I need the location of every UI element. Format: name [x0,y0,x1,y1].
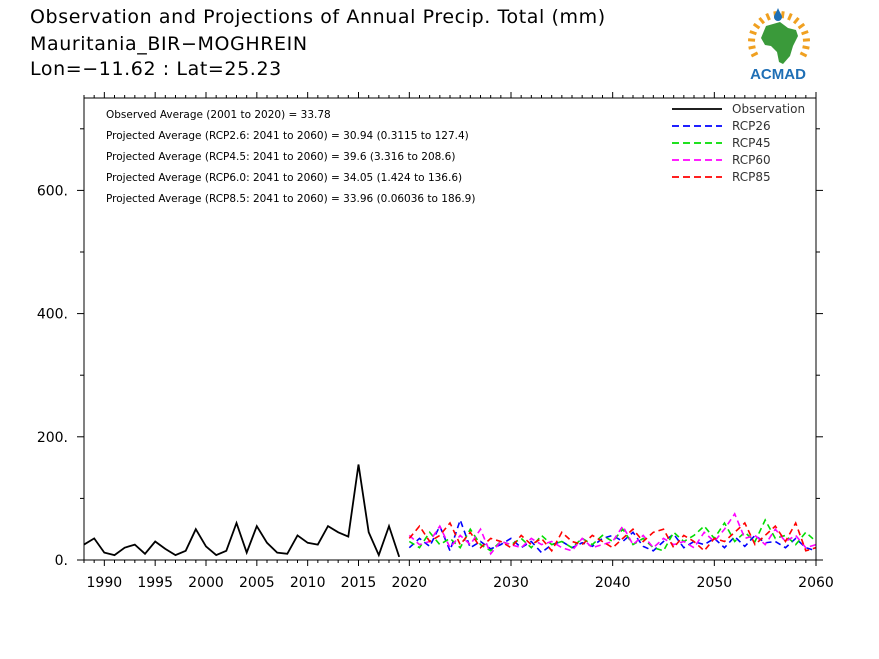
chart-annotations: Observed Average (2001 to 2020) = 33.78 P… [106,109,475,205]
x-tick-label: 2005 [239,575,275,591]
plot-frame [83,97,817,561]
chart-series [84,464,816,558]
annotation-line: Projected Average (RCP4.5: 2041 to 2060)… [106,151,455,163]
series-line-rcp60 [408,512,816,556]
annotation-line: Projected Average (RCP6.0: 2041 to 2060)… [106,172,462,184]
x-tick-label: 1990 [87,575,123,591]
x-tick-label: 2020 [392,575,428,591]
y-tick-label: 400. [37,307,68,323]
logo-text: ACMAD [750,66,806,82]
annotation-line: Observed Average (2001 to 2020) = 33.78 [106,109,331,121]
annotation-line: Projected Average (RCP8.5: 2041 to 2060)… [106,193,475,205]
chart-legend: Observation RCP26 RCP45 RCP60 RCP85 [672,102,805,184]
x-tick-label: 2000 [188,575,224,591]
legend-label: RCP85 [732,170,771,184]
africa-continent-icon: ACMAD [747,8,811,83]
x-tick-label: 2010 [290,575,326,591]
series-line-observation [84,464,401,558]
series-line-rcp45 [408,518,816,552]
x-tick-label: 2015 [341,575,377,591]
acmad-logo: ACMAD [736,6,820,83]
x-tick-label: 2040 [595,575,631,591]
legend-label: RCP26 [732,119,771,133]
y-tick-label: 0. [55,553,68,569]
annotation-line: Projected Average (RCP2.6: 2041 to 2060)… [106,130,469,142]
chart-title: Observation and Projections of Annual Pr… [30,6,606,28]
legend-label: Observation [732,102,805,116]
series-line-rcp85 [408,521,816,553]
x-tick-label: 2030 [493,575,529,591]
legend-label: RCP45 [732,136,771,150]
chart-axes: 1990 1995 2000 2005 2010 2015 2020 2030 2040 2050… [37,92,834,591]
station-name: Mauritania_BIR−MOGHREIN [30,33,308,55]
x-tick-label: 2050 [697,575,733,591]
x-tick-label: 1995 [137,575,173,591]
x-tick-label: 2060 [798,575,834,591]
legend-label: RCP60 [732,153,771,167]
y-tick-label: 200. [37,430,68,446]
station-coordinates: Lon=−11.62 : Lat=25.23 [30,58,282,80]
y-tick-label: 600. [37,183,68,199]
